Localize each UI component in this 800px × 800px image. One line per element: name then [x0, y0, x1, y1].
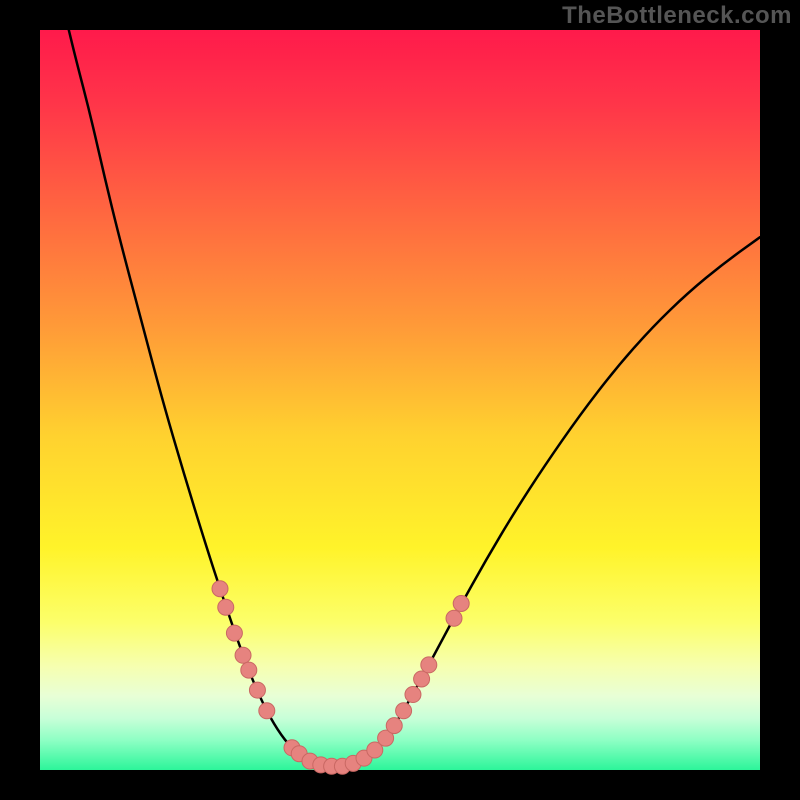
data-marker	[218, 599, 234, 615]
data-marker	[453, 596, 469, 612]
data-marker	[241, 662, 257, 678]
data-marker	[386, 718, 402, 734]
data-marker	[446, 610, 462, 626]
data-marker	[226, 625, 242, 641]
data-marker	[396, 703, 412, 719]
bottleneck-chart	[0, 0, 800, 800]
data-marker	[235, 647, 251, 663]
plot-background	[40, 30, 760, 770]
data-marker	[259, 703, 275, 719]
data-marker	[212, 581, 228, 597]
chart-container: TheBottleneck.com	[0, 0, 800, 800]
data-marker	[414, 671, 430, 687]
data-marker	[249, 682, 265, 698]
data-marker	[405, 687, 421, 703]
watermark-text: TheBottleneck.com	[562, 2, 792, 30]
data-marker	[421, 657, 437, 673]
